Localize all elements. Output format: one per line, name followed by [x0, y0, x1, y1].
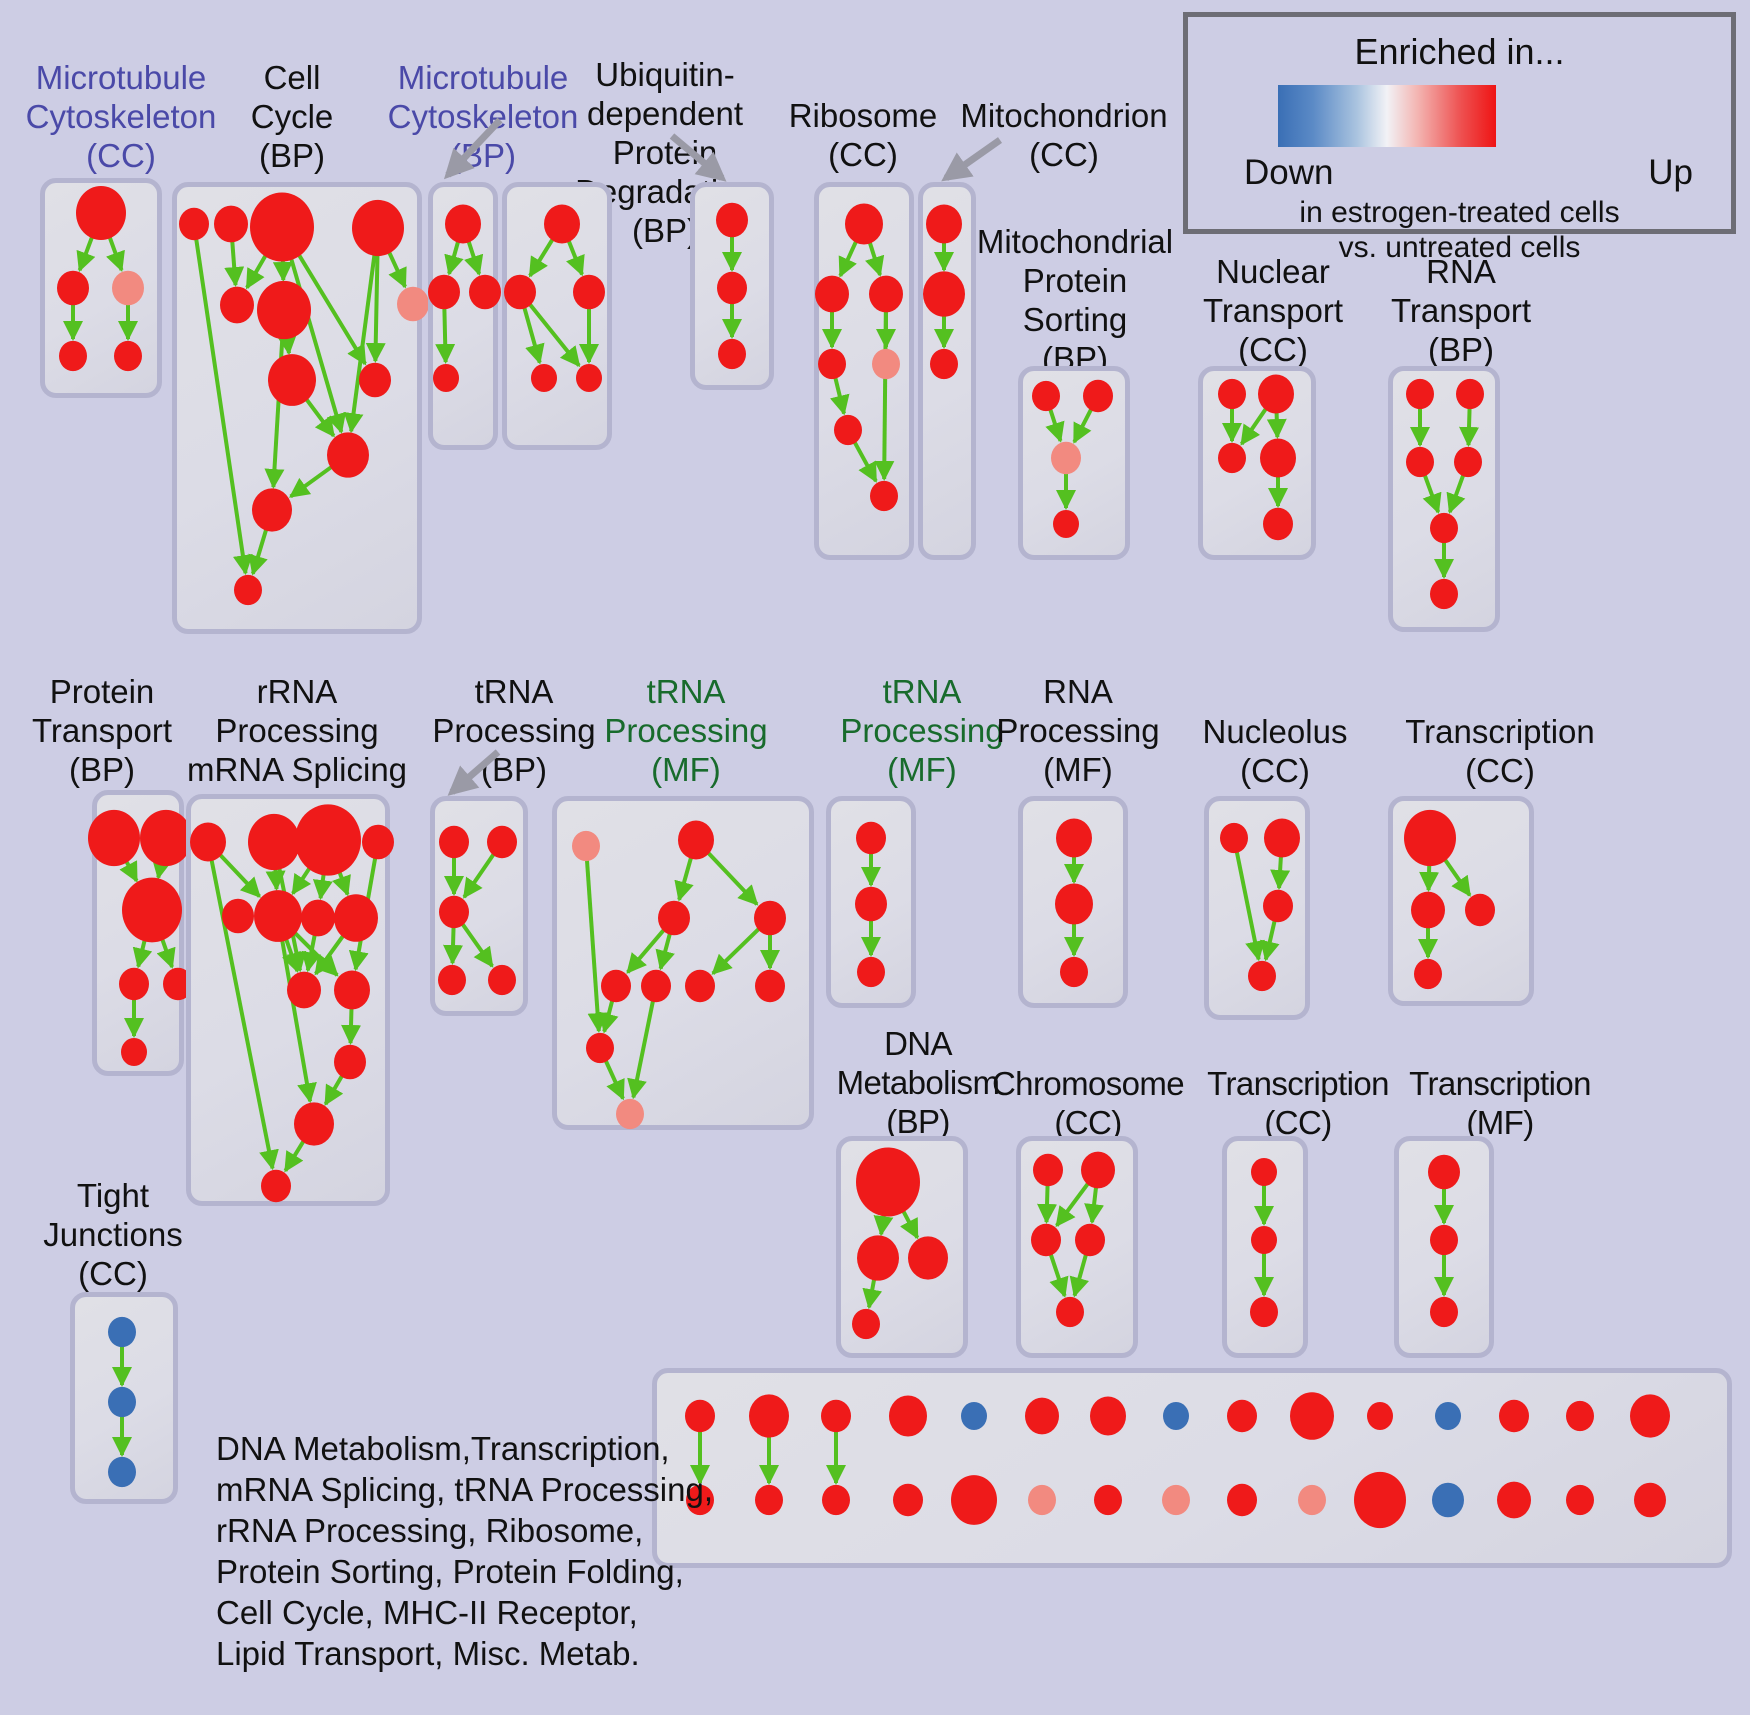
cluster-panel-trna-processing-bp[interactable] — [430, 796, 528, 1016]
cluster-label-transcription-cc-bottom: Transcription (CC) — [1207, 1065, 1389, 1141]
cluster-panel-protein-transport-bp[interactable] — [92, 790, 184, 1076]
cluster-panel-mitochondrion-cc[interactable] — [918, 182, 976, 560]
annotation-arrow-line — [669, 133, 727, 182]
cluster-panel-cell-cycle-bp[interactable] — [172, 182, 422, 634]
legend-title: Enriched in... — [1354, 31, 1565, 72]
cluster-panel-chromosome-cc[interactable] — [1016, 1136, 1138, 1358]
legend-down-label: Down — [1244, 153, 1334, 192]
cluster-label-trna-processing-mf-small: tRNA Processing (MF) — [840, 673, 1004, 788]
cluster-panel-transcription-mf[interactable] — [1394, 1136, 1494, 1358]
arrow-to-ubiquitin-panel — [669, 133, 727, 182]
cluster-panel-tight-junctions-cc[interactable] — [70, 1292, 178, 1504]
cluster-label-trna-processing-mf-large: tRNA Processing (MF) — [604, 673, 768, 788]
cluster-panel-mitochondrial-protein-sorting-bp[interactable] — [1018, 366, 1130, 560]
cluster-panel-ubiquitin-target-panel[interactable] — [690, 182, 774, 390]
cluster-label-transcription-mf: Transcription (MF) — [1409, 1065, 1591, 1141]
cluster-label-nuclear-transport-cc: Nuclear Transport (CC) — [1203, 253, 1343, 368]
cluster-panel-transcription-cc-bottom[interactable] — [1222, 1136, 1308, 1358]
cluster-label-tight-junctions-cc: Tight Junctions (CC) — [43, 1177, 183, 1292]
cluster-panel-nucleolus-cc[interactable] — [1204, 796, 1310, 1020]
cluster-label-mitochondrial-protein-sorting-bp: Mitochondrial Protein Sorting (BP) — [976, 223, 1174, 377]
arrow-to-trna-processing-bp — [447, 749, 501, 796]
cluster-panel-rna-transport-bp[interactable] — [1388, 366, 1500, 632]
cluster-label-chromosome-cc: Chromosome (CC) — [991, 1065, 1185, 1141]
annotation-arrow-line — [447, 749, 501, 796]
cluster-panel-rrna-processing-mrna-splicing-bp[interactable] — [186, 794, 390, 1206]
cluster-panel-ribosome-cc[interactable] — [814, 182, 914, 560]
cluster-label-cell-cycle-bp: Cell Cycle (BP) — [250, 59, 334, 174]
legend-color-bar — [1278, 85, 1496, 147]
legend-up-label: Up — [1648, 153, 1693, 192]
cluster-panel-rna-processing-mf[interactable] — [1018, 796, 1128, 1008]
cluster-panel-transcription-cc-top[interactable] — [1388, 796, 1534, 1006]
cluster-label-transcription-cc-top: Transcription (CC) — [1405, 713, 1595, 789]
cluster-label-protein-transport-bp: Protein Transport (BP) — [32, 673, 172, 788]
cluster-label-trna-processing-bp: tRNA Processing (BP) — [432, 673, 596, 788]
cluster-label-rna-transport-bp: RNA Transport (BP) — [1391, 253, 1531, 368]
annotation-arrow-line — [941, 137, 1003, 182]
cluster-panel-microtubule-cytoskeleton-cc[interactable] — [40, 178, 162, 398]
cluster-label-dna-metabolism-bp: DNA Metabolism (BP) — [836, 1025, 1000, 1140]
cluster-label-rna-processing-mf: RNA Processing (MF) — [996, 673, 1160, 788]
cluster-label-microtubule-cytoskeleton-bp: Microtubule Cytoskeleton (BP) — [387, 59, 579, 174]
legend-subtitle: in estrogen-treated cells vs. untreated … — [1299, 196, 1620, 264]
misc-cluster-text: DNA Metabolism,Transcription, mRNA Splic… — [216, 1430, 714, 1672]
legend-box: Enriched in... Down Up in estrogen-treat… — [1183, 12, 1736, 264]
arrow-to-microtubule-bp — [443, 117, 503, 180]
arrow-to-mitochondrion-cc — [941, 137, 1003, 182]
cluster-panel-misc-singletons[interactable] — [652, 1368, 1732, 1568]
cluster-panel-nuclear-transport-cc[interactable] — [1198, 366, 1316, 560]
annotation-arrow-line — [443, 117, 503, 180]
cluster-panel-ubiquitin-dependent-protein-degradation-bp[interactable] — [502, 182, 612, 450]
cluster-label-microtubule-cytoskeleton-cc: Microtubule Cytoskeleton (CC) — [25, 59, 217, 174]
cluster-label-nucleolus-cc: Nucleolus (CC) — [1202, 713, 1348, 789]
cluster-panel-microtubule-cytoskeleton-bp[interactable] — [428, 182, 498, 450]
cluster-panel-trna-processing-mf-small[interactable] — [826, 796, 916, 1008]
cluster-panel-dna-metabolism-bp[interactable] — [836, 1136, 968, 1358]
cluster-label-ribosome-cc: Ribosome (CC) — [788, 97, 938, 173]
cluster-label-mitochondrion-cc: Mitochondrion (CC) — [960, 97, 1168, 173]
cluster-panel-trna-processing-mf-large[interactable] — [552, 796, 814, 1130]
